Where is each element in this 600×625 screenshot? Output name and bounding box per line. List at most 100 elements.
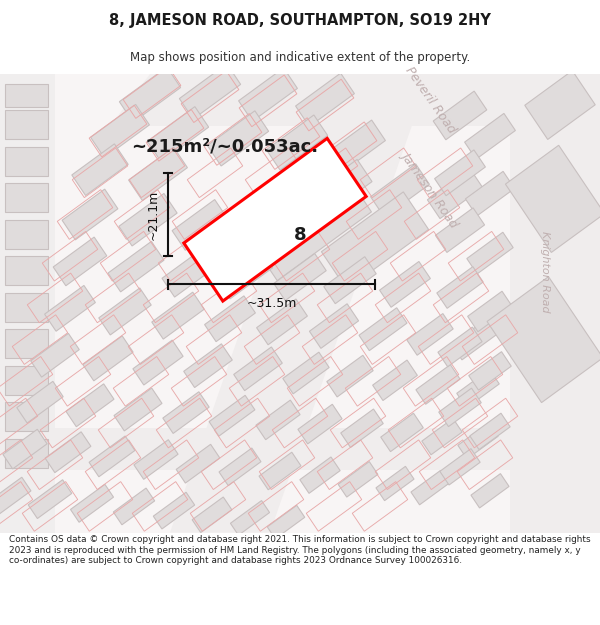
Polygon shape [464,113,515,159]
Polygon shape [239,68,298,121]
Polygon shape [326,120,385,173]
Polygon shape [66,384,114,427]
Polygon shape [274,254,326,301]
Polygon shape [176,444,220,483]
Polygon shape [31,333,79,377]
Text: ~215m²/~0.053ac.: ~215m²/~0.053ac. [131,138,319,156]
Text: 8: 8 [293,226,307,244]
Polygon shape [338,461,378,497]
Polygon shape [219,448,261,486]
Polygon shape [184,138,366,301]
Polygon shape [5,147,48,176]
Polygon shape [45,432,91,472]
Polygon shape [5,402,48,431]
Polygon shape [376,466,414,501]
Polygon shape [257,299,307,345]
Polygon shape [89,436,135,477]
Polygon shape [44,286,95,331]
Polygon shape [108,241,164,292]
Polygon shape [322,192,428,289]
Polygon shape [308,159,372,218]
Polygon shape [113,488,155,525]
Polygon shape [437,267,483,308]
Polygon shape [192,497,232,532]
Polygon shape [310,304,359,348]
Polygon shape [208,111,269,166]
Polygon shape [359,308,407,351]
Polygon shape [234,347,282,391]
Text: ~31.5m: ~31.5m [247,297,296,310]
Polygon shape [525,71,595,139]
Polygon shape [248,169,371,281]
Polygon shape [70,484,113,522]
Polygon shape [205,296,256,342]
Polygon shape [371,164,430,217]
Text: Jameson Road: Jameson Road [399,148,461,229]
Polygon shape [83,336,133,381]
Polygon shape [5,366,48,395]
Polygon shape [110,74,600,126]
Polygon shape [422,418,462,455]
Polygon shape [487,277,600,402]
Polygon shape [324,257,376,304]
Polygon shape [5,220,48,249]
Polygon shape [72,144,128,196]
Polygon shape [434,150,485,196]
Polygon shape [436,208,485,252]
Polygon shape [217,249,272,299]
Polygon shape [91,104,149,158]
Polygon shape [28,480,72,519]
Polygon shape [266,115,328,170]
Polygon shape [411,471,449,505]
Polygon shape [170,74,430,532]
Polygon shape [467,232,513,274]
Polygon shape [381,413,423,452]
Polygon shape [163,392,209,434]
Polygon shape [300,457,340,493]
Polygon shape [416,364,460,404]
Text: ~21.1m: ~21.1m [147,189,160,239]
Polygon shape [184,344,232,388]
Polygon shape [209,395,255,436]
Polygon shape [327,355,373,397]
Polygon shape [134,440,178,479]
Polygon shape [119,194,177,246]
Polygon shape [3,429,47,469]
Polygon shape [172,199,228,250]
Polygon shape [17,381,63,423]
Text: Map shows position and indicative extent of the property.: Map shows position and indicative extent… [130,51,470,64]
Polygon shape [373,360,418,401]
Polygon shape [230,501,269,535]
Polygon shape [267,506,305,539]
Polygon shape [298,404,342,444]
Polygon shape [0,478,31,515]
Polygon shape [5,256,48,286]
Polygon shape [5,292,48,322]
Polygon shape [505,145,600,252]
Polygon shape [5,439,48,468]
Polygon shape [5,183,48,213]
Polygon shape [469,352,511,390]
Text: Contains OS data © Crown copyright and database right 2021. This information is : Contains OS data © Crown copyright and d… [9,535,590,565]
Text: Peveril Road: Peveril Road [402,64,458,136]
Polygon shape [114,388,162,431]
Polygon shape [380,261,430,308]
Polygon shape [5,84,48,107]
Polygon shape [5,110,48,139]
Polygon shape [296,73,355,126]
Polygon shape [452,319,496,360]
Polygon shape [438,327,482,367]
Polygon shape [427,169,482,219]
Polygon shape [162,247,218,297]
Polygon shape [283,352,329,394]
Polygon shape [148,107,209,162]
Polygon shape [470,413,510,449]
Text: 8, JAMESON ROAD, SOUTHAMPTON, SO19 2HY: 8, JAMESON ROAD, SOUTHAMPTON, SO19 2HY [109,13,491,28]
Polygon shape [440,449,480,485]
Polygon shape [510,74,600,532]
Polygon shape [99,288,151,335]
Polygon shape [0,428,600,470]
Polygon shape [62,189,118,240]
Polygon shape [439,388,481,427]
Polygon shape [128,147,187,201]
